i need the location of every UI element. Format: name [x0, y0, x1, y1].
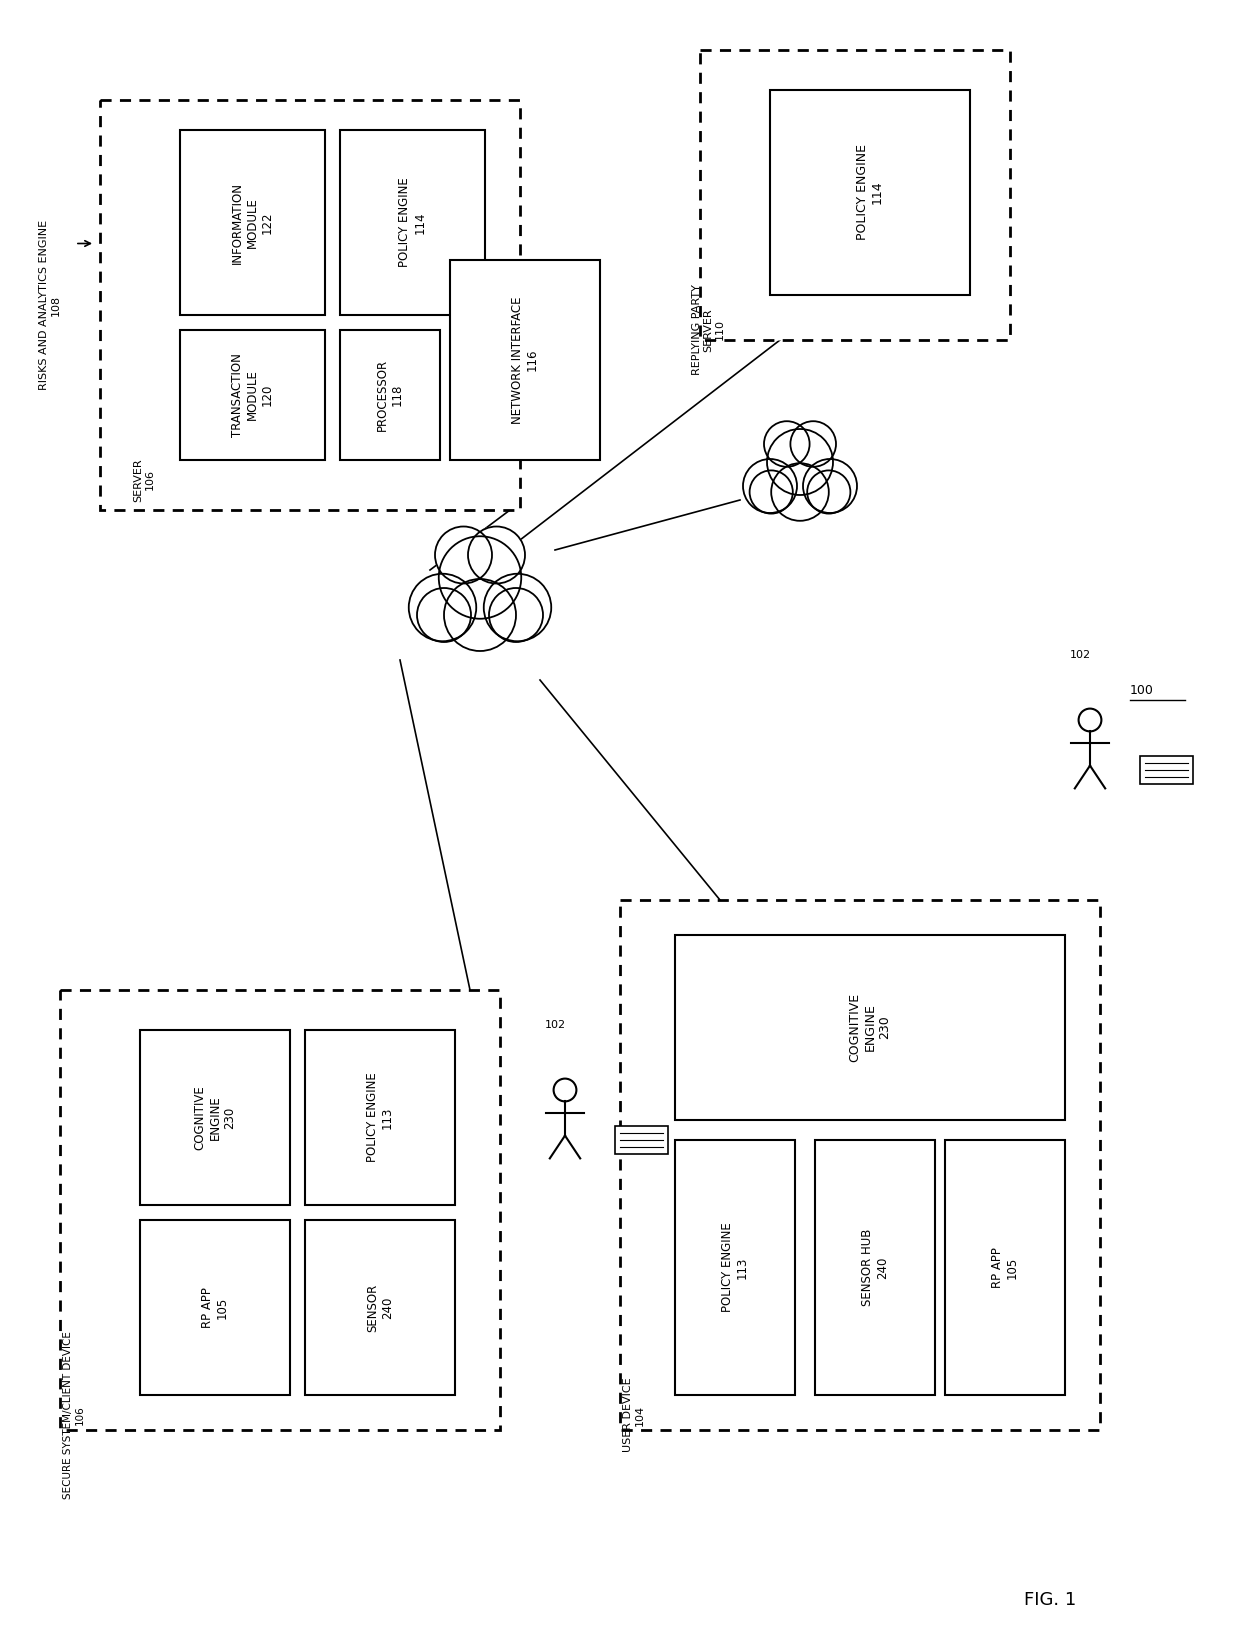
- Bar: [945, 1139, 1065, 1395]
- Text: 102: 102: [1070, 650, 1091, 660]
- Bar: [340, 129, 485, 314]
- Bar: [770, 90, 970, 295]
- Bar: [620, 900, 1100, 1431]
- Text: INFORMATION
MODULE
122: INFORMATION MODULE 122: [231, 182, 274, 264]
- Text: 100: 100: [1130, 684, 1154, 696]
- Circle shape: [435, 527, 492, 583]
- Bar: [701, 51, 1011, 340]
- Circle shape: [807, 470, 851, 514]
- Text: RP APP
105: RP APP 105: [201, 1287, 229, 1328]
- Text: RP APP
105: RP APP 105: [991, 1247, 1019, 1288]
- Circle shape: [439, 537, 521, 619]
- Bar: [180, 129, 325, 314]
- Text: SENSOR HUB
240: SENSOR HUB 240: [861, 1229, 889, 1306]
- Circle shape: [768, 429, 833, 494]
- Circle shape: [743, 458, 797, 512]
- Text: POLICY ENGINE
114: POLICY ENGINE 114: [398, 178, 427, 267]
- Bar: [180, 331, 325, 460]
- Circle shape: [764, 421, 810, 467]
- Text: POLICY ENGINE
113: POLICY ENGINE 113: [720, 1223, 749, 1313]
- Text: POLICY ENGINE
114: POLICY ENGINE 114: [856, 144, 884, 241]
- Bar: [305, 1030, 455, 1205]
- Bar: [815, 1139, 935, 1395]
- Circle shape: [467, 527, 525, 583]
- Circle shape: [489, 588, 543, 642]
- Text: RISKS AND ANALYTICS ENGINE
108: RISKS AND ANALYTICS ENGINE 108: [40, 219, 61, 390]
- Text: NETWORK INTERFACE
116: NETWORK INTERFACE 116: [511, 296, 539, 424]
- Text: SENSOR
240: SENSOR 240: [366, 1283, 394, 1331]
- Bar: [1140, 756, 1193, 784]
- Bar: [675, 1139, 795, 1395]
- Text: TRANSACTION
MODULE
120: TRANSACTION MODULE 120: [231, 354, 274, 437]
- Circle shape: [804, 458, 857, 512]
- Circle shape: [750, 470, 792, 514]
- Bar: [675, 935, 1065, 1120]
- Bar: [305, 1220, 455, 1395]
- Bar: [60, 990, 500, 1431]
- Text: SECURE SYSTEM/CLIENT DEVICE
106: SECURE SYSTEM/CLIENT DEVICE 106: [63, 1331, 86, 1499]
- Text: FIG. 1: FIG. 1: [1024, 1591, 1076, 1609]
- Circle shape: [417, 588, 471, 642]
- Circle shape: [484, 573, 552, 642]
- Bar: [100, 100, 520, 511]
- Circle shape: [444, 579, 516, 652]
- Text: SERVER
106: SERVER 106: [134, 458, 155, 503]
- Bar: [140, 1220, 290, 1395]
- Text: 111: 111: [469, 614, 492, 627]
- Circle shape: [771, 463, 828, 521]
- Text: USER DEVICE
104: USER DEVICE 104: [624, 1378, 645, 1452]
- Bar: [340, 331, 440, 460]
- Text: 112: 112: [789, 488, 812, 501]
- Bar: [450, 260, 600, 460]
- Text: COGNITIVE
ENGINE
230: COGNITIVE ENGINE 230: [193, 1085, 237, 1149]
- Text: POLICY ENGINE
113: POLICY ENGINE 113: [366, 1072, 394, 1162]
- Text: PROCESSOR
118: PROCESSOR 118: [376, 359, 404, 431]
- Circle shape: [409, 573, 476, 642]
- Circle shape: [790, 421, 836, 467]
- Text: REPLYING PARTY
SERVER
110: REPLYING PARTY SERVER 110: [692, 285, 725, 375]
- Text: 102: 102: [546, 1020, 567, 1030]
- Bar: [140, 1030, 290, 1205]
- Text: COGNITIVE
ENGINE
230: COGNITIVE ENGINE 230: [848, 994, 892, 1062]
- Bar: [615, 1126, 668, 1154]
